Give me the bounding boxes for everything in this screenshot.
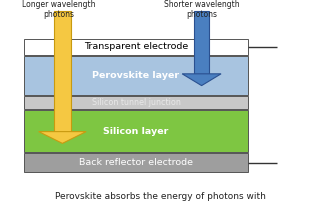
Text: Back reflector electrode: Back reflector electrode xyxy=(79,158,193,167)
Text: Transparent electrode: Transparent electrode xyxy=(84,42,188,51)
Bar xyxy=(24,56,248,95)
Text: Shorter wavelength
photons: Shorter wavelength photons xyxy=(164,0,239,19)
Text: Longer wavelength
photons: Longer wavelength photons xyxy=(22,0,96,19)
Bar xyxy=(24,96,248,109)
Polygon shape xyxy=(39,132,86,143)
Bar xyxy=(24,153,248,172)
Text: Silicon layer: Silicon layer xyxy=(103,126,169,136)
Bar xyxy=(24,39,248,55)
Polygon shape xyxy=(195,11,209,74)
Text: Silicon tunnel junction: Silicon tunnel junction xyxy=(92,98,180,107)
Bar xyxy=(24,110,248,152)
Polygon shape xyxy=(54,11,71,132)
Text: Perovskite absorbs the energy of photons with: Perovskite absorbs the energy of photons… xyxy=(55,192,265,201)
Polygon shape xyxy=(182,74,221,86)
Text: Perovskite layer: Perovskite layer xyxy=(92,71,180,80)
